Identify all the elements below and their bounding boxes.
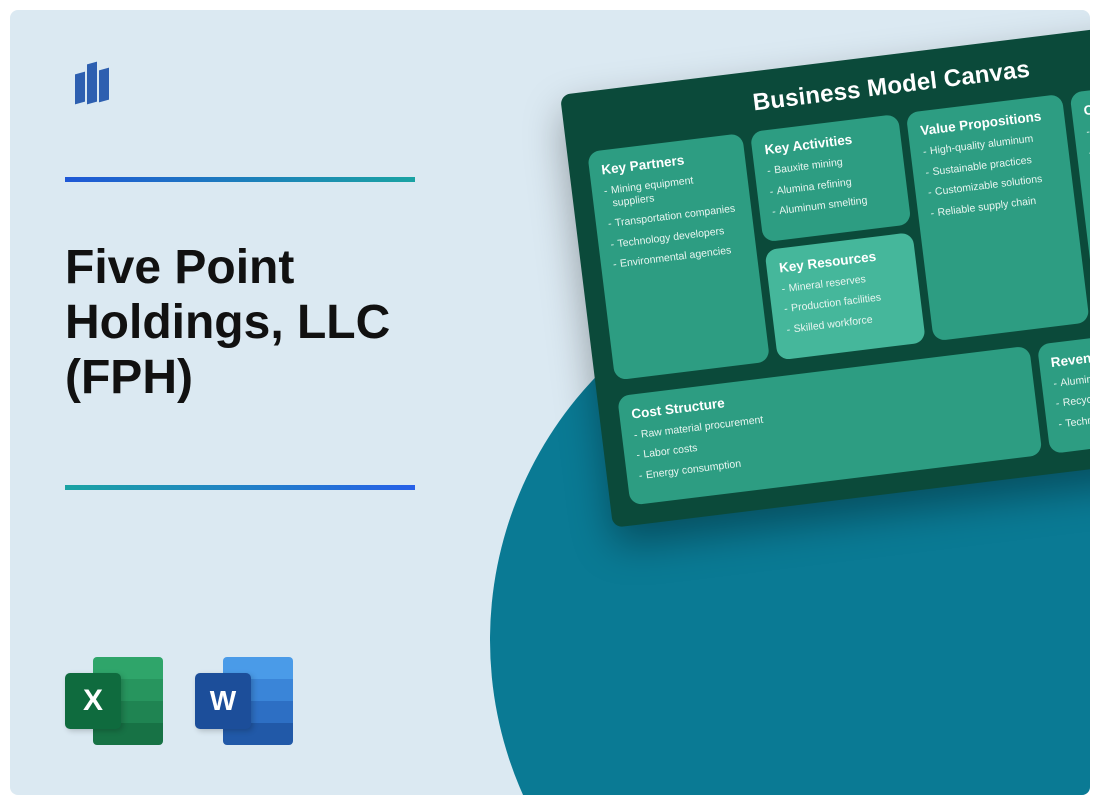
brand-logo — [65, 55, 125, 115]
word-letter: W — [195, 673, 251, 729]
excel-letter: X — [65, 673, 121, 729]
excel-icon: X — [65, 655, 165, 747]
word-icon: W — [195, 655, 295, 747]
divider-top — [65, 177, 415, 182]
hero-card: Five Point Holdings, LLC (FPH) Business … — [10, 10, 1090, 795]
divider-bottom — [65, 485, 415, 490]
canvas-preview: Business Model Canvas Key Partners Minin… — [560, 15, 1090, 529]
block-key-partners: Key Partners Mining equipment suppliers … — [587, 133, 770, 380]
block-key-resources: Key Resources Mineral reserves Productio… — [765, 232, 926, 360]
block-key-activities: Key Activities Bauxite mining Alumina re… — [750, 114, 911, 242]
app-icons: X W — [65, 655, 295, 747]
block-value-propositions: Value Propositions High-quality aluminum… — [906, 94, 1089, 341]
block-revenue: Revenue S Aluminum produ Recycling servi… — [1037, 320, 1090, 454]
page-title: Five Point Holdings, LLC (FPH) — [65, 240, 465, 406]
block-heading: Clie — [1083, 90, 1090, 118]
block-heading: Revenue S — [1050, 334, 1090, 370]
